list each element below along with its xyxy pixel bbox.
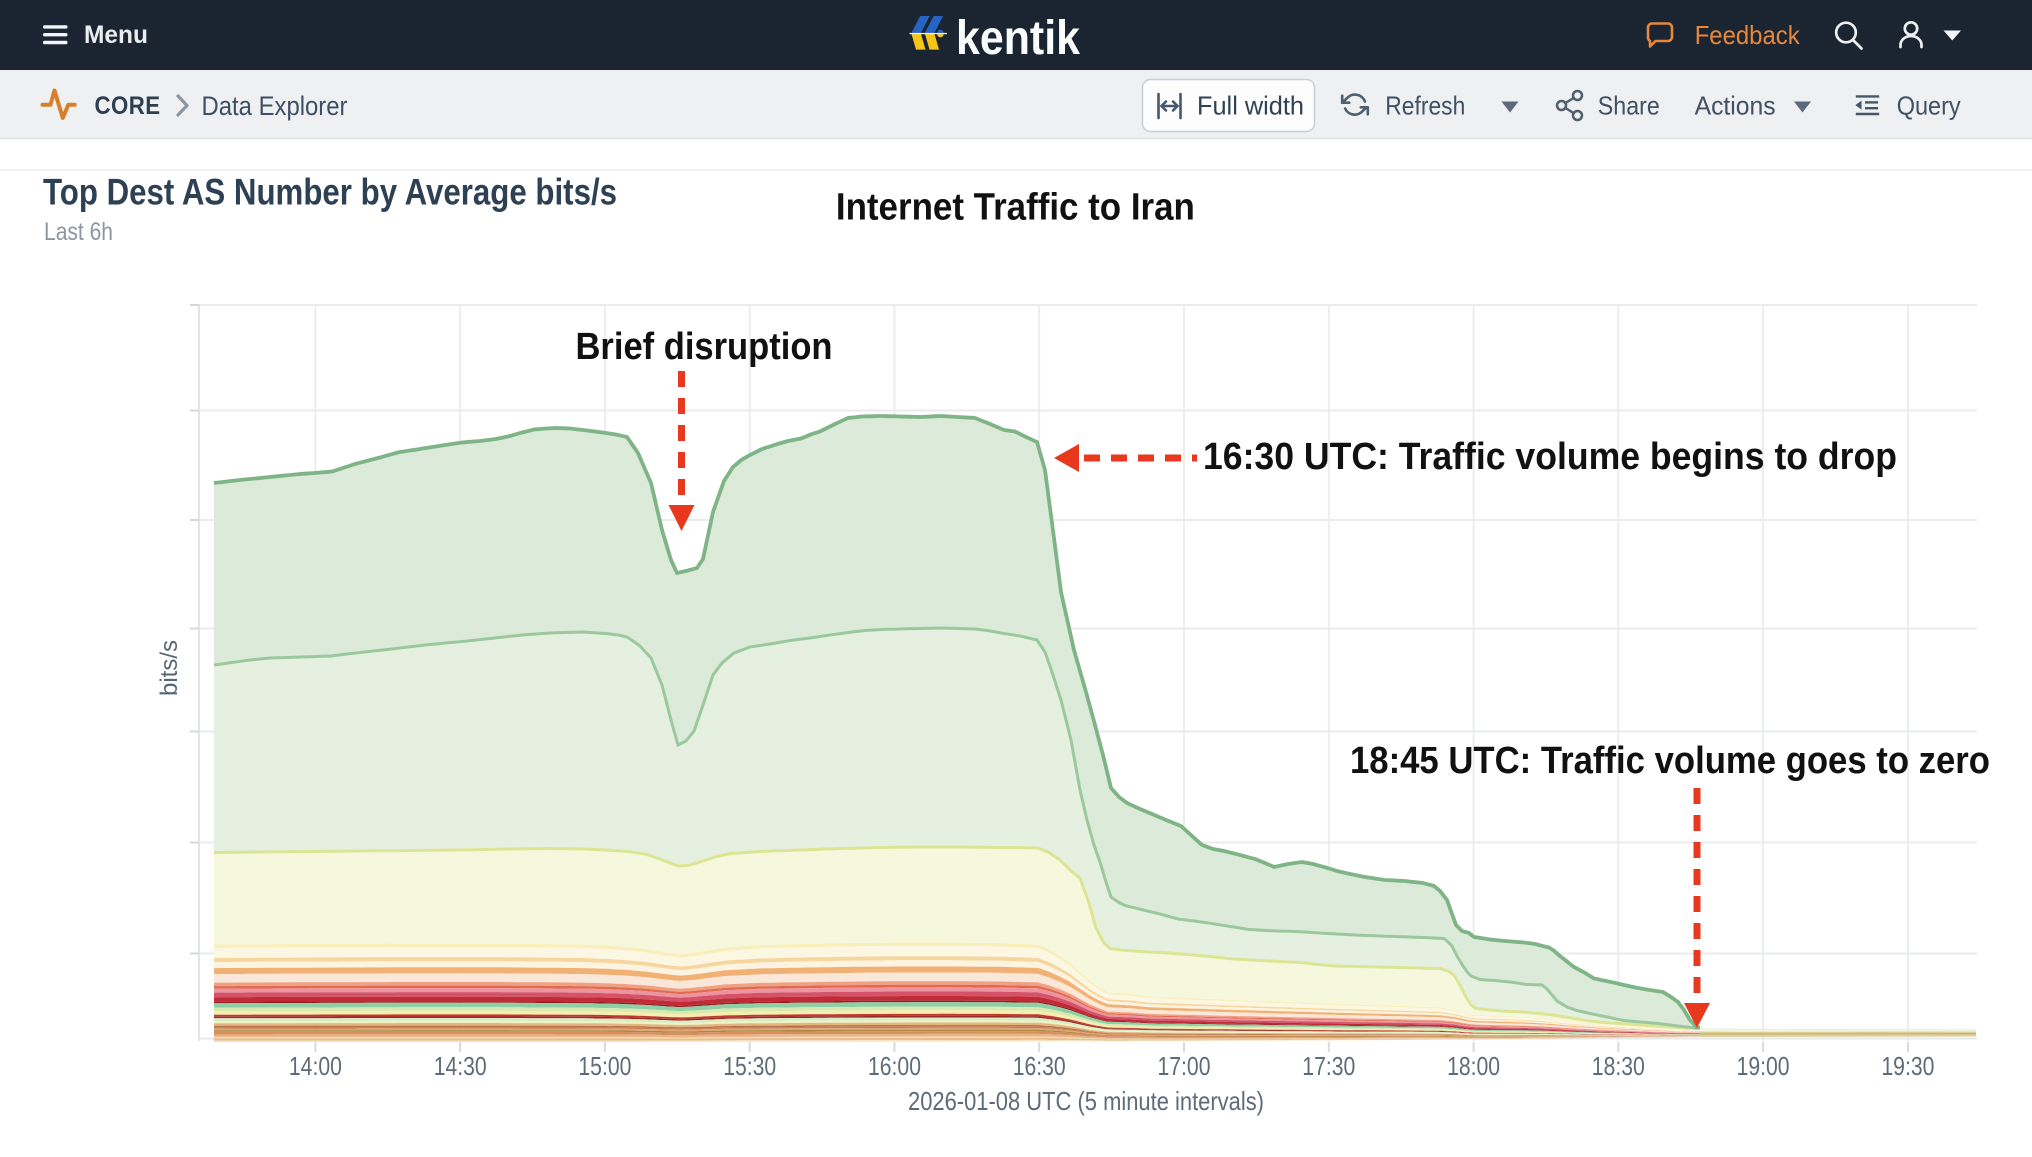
svg-text:14:30: 14:30 [434, 1051, 487, 1081]
svg-text:Feedback: Feedback [1695, 20, 1801, 50]
svg-text:Actions: Actions [1695, 91, 1776, 121]
svg-text:17:30: 17:30 [1302, 1051, 1355, 1081]
svg-text:15:30: 15:30 [723, 1051, 776, 1081]
svg-text:Query: Query [1897, 91, 1961, 121]
svg-text:14:00: 14:00 [289, 1051, 342, 1081]
svg-text:Menu: Menu [84, 21, 148, 49]
svg-text:15:00: 15:00 [578, 1051, 631, 1081]
svg-text:Brief disruption: Brief disruption [576, 326, 833, 368]
svg-text:19:30: 19:30 [1881, 1051, 1934, 1081]
svg-text:19:00: 19:00 [1737, 1051, 1790, 1081]
svg-text:Last 6h: Last 6h [44, 218, 113, 246]
svg-text:18:45 UTC: Traffic volume goes: 18:45 UTC: Traffic volume goes to zero [1350, 740, 1990, 782]
svg-text:CORE: CORE [95, 92, 161, 120]
svg-text:16:00: 16:00 [868, 1051, 921, 1081]
svg-text:Share: Share [1598, 91, 1660, 121]
svg-text:Data Explorer: Data Explorer [202, 91, 348, 121]
svg-text:Full width: Full width [1197, 91, 1304, 121]
svg-text:18:30: 18:30 [1592, 1051, 1645, 1081]
svg-text:16:30 UTC: Traffic volume begi: 16:30 UTC: Traffic volume begins to drop [1203, 436, 1897, 478]
svg-text:Top Dest AS Number by Average: Top Dest AS Number by Average bits/s [43, 172, 617, 213]
svg-text:17:00: 17:00 [1158, 1051, 1211, 1081]
svg-text:18:00: 18:00 [1447, 1051, 1500, 1081]
svg-text:2026-01-08 UTC (5 minute inter: 2026-01-08 UTC (5 minute intervals) [908, 1086, 1264, 1116]
svg-text:Refresh: Refresh [1385, 91, 1465, 121]
svg-text:kentik: kentik [956, 12, 1080, 65]
svg-text:16:30: 16:30 [1013, 1051, 1066, 1081]
svg-text:Internet Traffic to Iran: Internet Traffic to Iran [836, 186, 1195, 228]
svg-text:bits/s: bits/s [156, 640, 183, 696]
